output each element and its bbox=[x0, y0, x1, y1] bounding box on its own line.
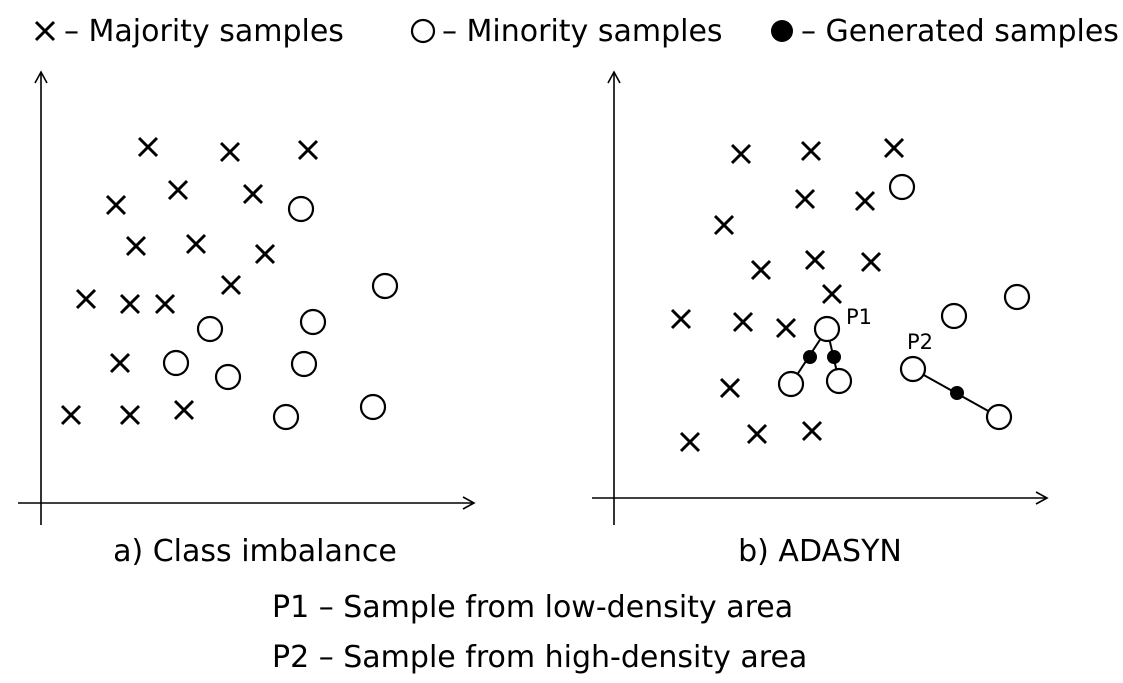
minority-sample bbox=[899, 355, 927, 383]
majority-sample bbox=[75, 288, 97, 310]
legend-majority-label: – Majority samples bbox=[64, 14, 344, 49]
majority-sample bbox=[242, 183, 264, 205]
majority-sample bbox=[679, 431, 701, 453]
majority-sample bbox=[854, 190, 876, 212]
minority-sample bbox=[813, 315, 841, 343]
majority-sample bbox=[719, 377, 741, 399]
minority-circle-icon bbox=[410, 18, 436, 44]
panel-adasyn: P1 P2 b) ADASYN bbox=[592, 70, 1049, 569]
majority-sample bbox=[154, 293, 176, 315]
majority-sample bbox=[105, 194, 127, 216]
p2-label: P2 bbox=[907, 330, 933, 354]
majority-sample bbox=[297, 139, 319, 161]
minority-sample bbox=[299, 308, 327, 336]
majority-sample bbox=[167, 179, 189, 201]
majority-sample bbox=[800, 140, 822, 162]
minority-sample bbox=[214, 363, 242, 391]
minority-sample bbox=[359, 393, 387, 421]
majority-sample bbox=[173, 399, 195, 421]
majority-sample bbox=[860, 251, 882, 273]
majority-sample bbox=[804, 249, 826, 271]
majority-sample bbox=[821, 283, 843, 305]
generated-dot-icon bbox=[771, 20, 793, 42]
majority-sample bbox=[254, 243, 276, 265]
panel-a-caption: a) Class imbalance bbox=[113, 534, 397, 569]
majority-sample bbox=[125, 235, 147, 257]
majority-sample bbox=[775, 317, 797, 339]
majority-cross-icon bbox=[34, 20, 56, 42]
minority-sample bbox=[287, 195, 315, 223]
majority-sample bbox=[746, 423, 768, 445]
legend-generated-label: – Generated samples bbox=[801, 14, 1119, 49]
majority-sample bbox=[219, 141, 241, 163]
generated-sample bbox=[827, 350, 841, 364]
minority-sample bbox=[888, 173, 916, 201]
majority-sample bbox=[109, 352, 131, 374]
majority-sample bbox=[670, 308, 692, 330]
majority-sample bbox=[220, 274, 242, 296]
legend: – Majority samples – Minority samples – … bbox=[34, 14, 1119, 49]
minority-sample bbox=[940, 302, 968, 330]
majority-sample bbox=[119, 293, 141, 315]
minority-sample bbox=[162, 349, 190, 377]
minority-sample bbox=[1003, 283, 1031, 311]
majority-sample bbox=[883, 137, 905, 159]
footnote-p1: P1 – Sample from low-density area bbox=[272, 590, 793, 625]
panel-b-caption: b) ADASYN bbox=[738, 534, 902, 569]
minority-sample bbox=[272, 403, 300, 431]
minority-sample bbox=[777, 370, 805, 398]
generated-sample bbox=[803, 350, 817, 364]
majority-sample bbox=[185, 233, 207, 255]
minority-sample bbox=[371, 272, 399, 300]
majority-sample bbox=[794, 188, 816, 210]
minority-sample bbox=[196, 315, 224, 343]
majority-sample bbox=[730, 143, 752, 165]
minority-sample bbox=[825, 367, 853, 395]
p1-label: P1 bbox=[846, 305, 872, 329]
majority-sample bbox=[801, 420, 823, 442]
majority-sample bbox=[119, 404, 141, 426]
minority-sample bbox=[290, 350, 318, 378]
legend-minority-label: – Minority samples bbox=[442, 14, 723, 49]
majority-sample bbox=[60, 404, 82, 426]
generated-sample bbox=[950, 386, 964, 400]
majority-sample bbox=[137, 136, 159, 158]
majority-sample bbox=[750, 259, 772, 281]
panel-class-imbalance: a) Class imbalance bbox=[18, 70, 476, 569]
majority-sample bbox=[732, 311, 754, 333]
minority-sample bbox=[985, 403, 1013, 431]
footnote-p2: P2 – Sample from high-density area bbox=[272, 640, 807, 675]
majority-sample bbox=[713, 214, 735, 236]
